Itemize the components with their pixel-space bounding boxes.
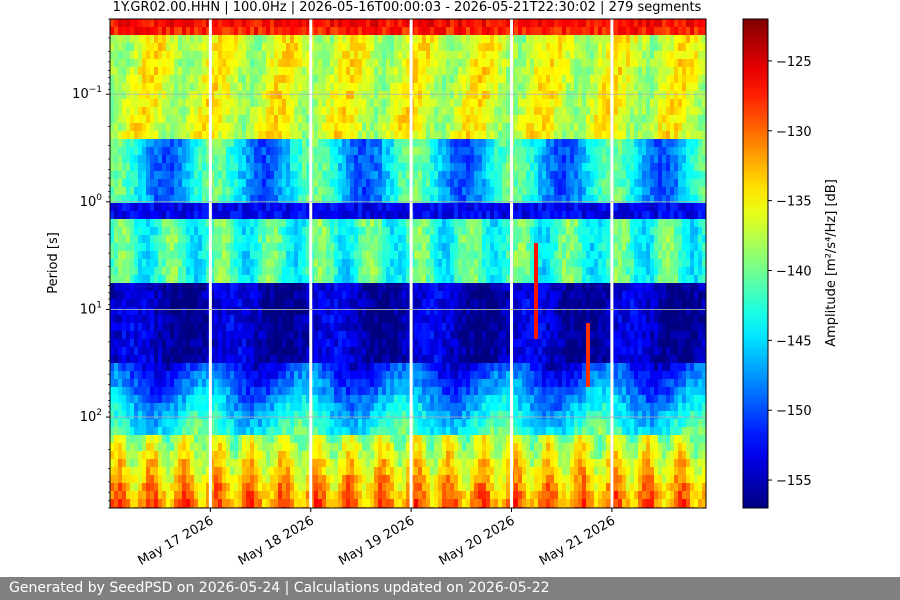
x-tick-label: May 20 2026 [437, 513, 518, 568]
data-gap-lines [208, 19, 614, 508]
colorbar-tick-label: −135 [776, 195, 812, 210]
x-tick-label: May 17 2026 [135, 513, 216, 568]
x-axis: May 17 2026 May 18 2026 May 19 2026 May 20 … [135, 508, 618, 569]
y-axis-label: Period [s] [46, 232, 61, 294]
colorbar [742, 18, 769, 509]
y-axis: 10−1 100 101 102 [72, 18, 110, 509]
footer-text: Generated by SeedPSD on 2026-05-24 | Cal… [9, 580, 550, 596]
x-tick-label: May 21 2026 [537, 513, 618, 568]
plot-frame [109, 18, 707, 509]
x-tick-label: May 19 2026 [336, 513, 417, 568]
colorbar-tick-label: −125 [776, 55, 812, 70]
y-gridlines [110, 93, 706, 418]
y-tick-label: 102 [80, 408, 102, 425]
x-tick-label: May 18 2026 [236, 513, 317, 568]
colorbar-tick-label: −130 [776, 125, 812, 140]
colorbar-tick-label: −145 [776, 334, 812, 349]
spectrogram-heatmap [110, 19, 706, 508]
y-tick-label: 10−1 [72, 85, 102, 102]
footer-bar: Generated by SeedPSD on 2026-05-24 | Cal… [0, 577, 900, 600]
y-tick-label: 100 [80, 193, 103, 210]
colorbar-tick-label: −140 [776, 264, 812, 279]
colorbar-axis: −125 −130 −135 −140 −145 −150 −155 [768, 55, 812, 489]
chart-title: 1Y.GR02.00.HHN | 100.0Hz | 2026-05-16T00… [113, 0, 702, 15]
y-tick-label: 101 [80, 300, 102, 317]
colorbar-tick-label: −155 [776, 474, 812, 489]
colorbar-tick-label: −150 [776, 404, 812, 419]
colorbar-label: Amplitude [m²/s⁴/Hz] [dB] [824, 179, 839, 347]
